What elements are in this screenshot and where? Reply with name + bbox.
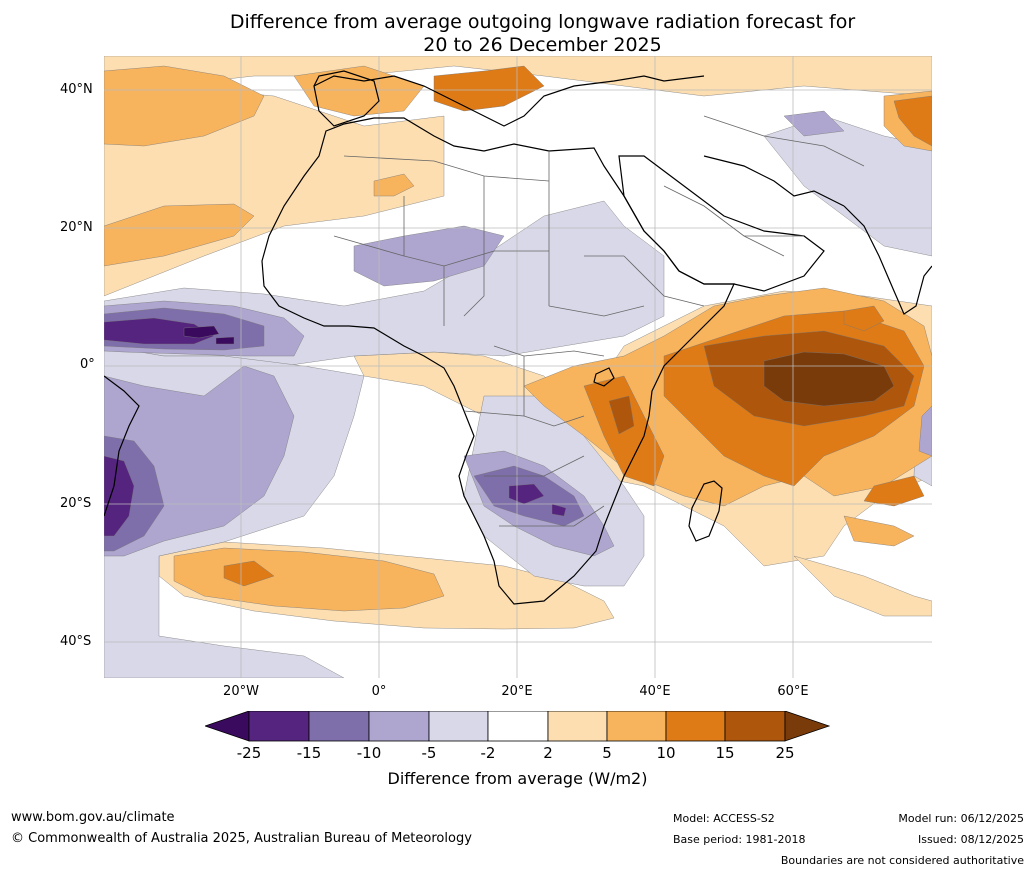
base-period: Base period: 1981-2018 — [673, 833, 806, 846]
colorbar-title: Difference from average (W/m2) — [387, 769, 648, 788]
coastlines — [104, 70, 932, 605]
olr-anomaly-map — [104, 56, 932, 678]
anomaly-neg15-regions — [104, 317, 567, 537]
anomaly-neg25-regions — [183, 325, 235, 345]
colorbar-arrow-low — [205, 711, 250, 742]
anomaly-pos25-regions — [763, 351, 895, 407]
colorbar-tick: 2 — [543, 744, 553, 762]
lon-label-60e: 60°E — [777, 684, 809, 699]
lake-victoria — [593, 367, 615, 387]
colorbar-bin-neg15-neg10 — [308, 711, 370, 742]
colorbar-bin-neg5-neg2 — [428, 711, 489, 742]
colorbar-bin-5-10 — [606, 711, 667, 742]
colorbar-tick: 25 — [775, 744, 795, 762]
india-coastline — [843, 205, 932, 315]
colorbar-bin-15-25 — [724, 711, 786, 742]
colorbar-tick: 10 — [656, 744, 676, 762]
lat-label-20n: 20°N — [60, 220, 93, 235]
arabia-coastline — [618, 155, 825, 292]
colorbar-tick: -15 — [296, 744, 322, 762]
chart-title-line1: Difference from average outgoing longwav… — [229, 11, 856, 33]
lon-label-20w: 20°W — [223, 684, 259, 699]
colorbar-bin-neg25-neg15 — [248, 711, 310, 742]
issued-date: Issued: 08/12/2025 — [917, 833, 1024, 846]
persian-gulf-coastline — [703, 155, 845, 207]
lon-label-20e: 20°E — [501, 684, 533, 699]
colorbar-bin-10-15 — [665, 711, 726, 742]
colorbar-bin-neg10-neg5 — [368, 711, 430, 742]
lat-label-40s: 40°S — [60, 634, 92, 649]
chart-title-line2: 20 to 26 December 2025 — [423, 34, 662, 56]
copyright-text: © Commonwealth of Australia 2025, Austra… — [11, 831, 472, 846]
madagascar-coastline — [688, 480, 723, 542]
colorbar-arrow-high — [784, 711, 831, 742]
graticule — [104, 56, 932, 678]
colorbar-bin-neg2-2 — [487, 711, 549, 742]
south-america-coastline — [104, 375, 140, 517]
boundaries-disclaimer: Boundaries are not considered authoritat… — [780, 854, 1024, 867]
model-run-date: Model run: 06/12/2025 — [898, 812, 1024, 825]
colorbar-tick: -10 — [356, 744, 382, 762]
europe-coastline — [313, 75, 705, 127]
colorbar — [205, 711, 831, 742]
colorbar-bin-2-5 — [547, 711, 608, 742]
lat-label-20s: 20°S — [60, 496, 92, 511]
colorbar-tick: 5 — [602, 744, 612, 762]
lon-label-40e: 40°E — [639, 684, 671, 699]
model-name: Model: ACCESS-S2 — [673, 812, 775, 825]
website-link[interactable]: www.bom.gov.au/climate — [11, 810, 175, 825]
colorbar-tick: 15 — [715, 744, 735, 762]
lon-label-0: 0° — [371, 684, 387, 699]
lat-label-0: 0° — [80, 357, 95, 372]
country-borders — [333, 115, 865, 527]
iberia-coastline — [313, 70, 380, 127]
lat-label-40n: 40°N — [60, 82, 93, 97]
colorbar-tick: -5 — [421, 744, 437, 762]
colorbar-tick: -2 — [480, 744, 496, 762]
africa-coastline — [261, 117, 735, 605]
colorbar-tick: -25 — [236, 744, 262, 762]
